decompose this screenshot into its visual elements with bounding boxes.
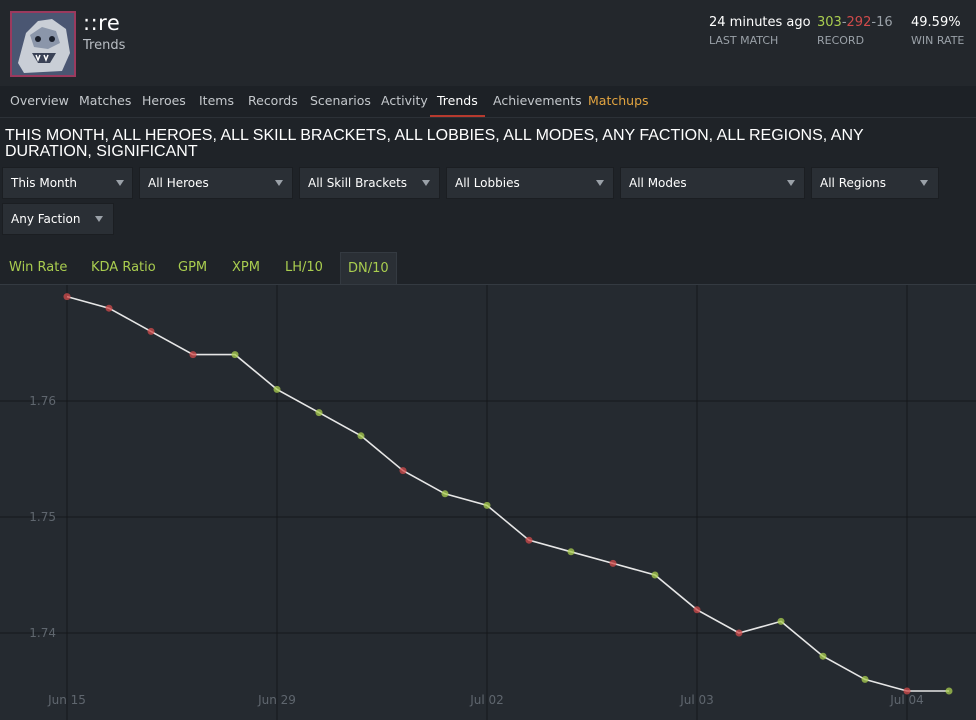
- nav-achievements[interactable]: Achievements: [493, 93, 582, 108]
- nav-trends[interactable]: Trends: [430, 86, 485, 117]
- y-tick-label: 1.74: [29, 626, 56, 640]
- filter-summary: THIS MONTH, ALL HEROES, ALL SKILL BRACKE…: [5, 127, 864, 160]
- trend-chart-svg: 1.74 1.75 1.76 Jun 15 Jun 29 Jul 02 Jul 03 Jul …: [0, 285, 976, 720]
- win-rate-value: 49.59%: [911, 15, 961, 30]
- nav-heroes[interactable]: Heroes: [142, 93, 186, 108]
- data-point-win: [945, 687, 953, 695]
- data-point-loss: [105, 304, 113, 312]
- page-subtitle: Trends: [83, 38, 126, 53]
- skill-bracket-dropdown[interactable]: All Skill Brackets: [299, 167, 440, 199]
- x-tick-label: Jun 15: [47, 693, 86, 707]
- record-abandons: 16: [876, 15, 893, 30]
- last-match-label: LAST MATCH: [709, 34, 779, 47]
- record-separator: -: [841, 15, 847, 30]
- dropdown-label: All Lobbies: [455, 176, 520, 190]
- last-match-stat: 24 minutes ago LAST MATCH: [709, 15, 811, 47]
- tab-kda-ratio[interactable]: KDA Ratio: [91, 260, 156, 275]
- record-label: RECORD: [817, 34, 865, 47]
- nav-overview[interactable]: Overview: [10, 93, 69, 108]
- dropdown-label: All Modes: [629, 176, 687, 190]
- data-point-loss: [399, 467, 407, 475]
- tab-dn-10[interactable]: DN/10: [340, 252, 397, 284]
- tab-xpm[interactable]: XPM: [232, 260, 260, 275]
- win-rate-label: WIN RATE: [911, 34, 965, 47]
- data-point-loss: [735, 629, 743, 637]
- data-point-win: [357, 432, 365, 440]
- series-line: [66, 295, 949, 692]
- data-point-loss: [525, 536, 533, 544]
- record-losses: 292: [846, 15, 872, 30]
- nav-items[interactable]: Items: [199, 93, 234, 108]
- nav-activity[interactable]: Activity: [381, 93, 428, 108]
- tab-win-rate[interactable]: Win Rate: [9, 260, 68, 275]
- win-rate-stat: 49.59% WIN RATE: [911, 15, 964, 47]
- x-tick-label: Jul 02: [469, 693, 504, 707]
- time-period-dropdown[interactable]: This Month: [2, 167, 133, 199]
- record-separator: -: [871, 15, 877, 30]
- data-point-loss: [189, 351, 197, 359]
- data-point-win: [651, 571, 659, 579]
- player-name: ::re: [83, 11, 121, 35]
- dropdown-label: Any Faction: [11, 212, 81, 226]
- data-point-loss: [63, 293, 71, 301]
- data-point-win: [567, 548, 575, 556]
- dropdown-label: This Month: [11, 176, 77, 190]
- profile-nav: Overview Matches Heroes Items Records Sc…: [0, 86, 976, 118]
- record-wins: 303: [817, 15, 842, 30]
- dropdown-label: All Skill Brackets: [308, 176, 408, 190]
- modes-dropdown[interactable]: All Modes: [620, 167, 805, 199]
- data-point-loss: [147, 327, 155, 335]
- avatar-portrait-icon: [12, 13, 74, 75]
- nav-matches[interactable]: Matches: [79, 93, 132, 108]
- data-point-win: [777, 617, 785, 625]
- tab-gpm[interactable]: GPM: [178, 260, 208, 275]
- faction-dropdown[interactable]: Any Faction: [2, 203, 114, 235]
- tab-lh-10[interactable]: LH/10: [285, 260, 323, 275]
- x-tick-label: Jul 04: [889, 693, 924, 707]
- chevron-down-icon: [422, 180, 430, 186]
- regions-dropdown[interactable]: All Regions: [811, 167, 939, 199]
- data-point-loss: [609, 559, 617, 567]
- chevron-down-icon: [596, 180, 604, 186]
- record-value: 303-292-16: [817, 15, 893, 30]
- chevron-down-icon: [787, 180, 795, 186]
- data-point-loss: [693, 606, 701, 614]
- data-point-win: [819, 652, 827, 660]
- data-point-win: [861, 675, 869, 683]
- player-avatar[interactable]: [10, 11, 76, 77]
- x-tick-label: Jul 03: [679, 693, 714, 707]
- data-point-win: [483, 501, 491, 509]
- dropdown-label: All Heroes: [148, 176, 209, 190]
- y-tick-label: 1.75: [29, 510, 56, 524]
- chevron-down-icon: [95, 216, 103, 222]
- nav-records[interactable]: Records: [248, 93, 298, 108]
- record-stat: 303-292-16 RECORD: [817, 15, 893, 47]
- lobbies-dropdown[interactable]: All Lobbies: [446, 167, 614, 199]
- nav-matchups[interactable]: Matchups: [588, 93, 649, 108]
- data-point-win: [273, 385, 281, 393]
- data-point-win: [441, 490, 449, 498]
- y-tick-label: 1.76: [29, 394, 56, 408]
- data-point-loss: [903, 687, 911, 695]
- data-point-win: [231, 351, 239, 359]
- dropdown-label: All Regions: [820, 176, 887, 190]
- trend-chart: 1.74 1.75 1.76 Jun 15 Jun 29 Jul 02 Jul 03 Jul …: [0, 284, 976, 720]
- data-point-win: [315, 409, 323, 417]
- chevron-down-icon: [920, 180, 928, 186]
- x-tick-label: Jun 29: [257, 693, 296, 707]
- nav-scenarios[interactable]: Scenarios: [310, 93, 371, 108]
- heroes-dropdown[interactable]: All Heroes: [139, 167, 293, 199]
- chevron-down-icon: [116, 180, 124, 186]
- chevron-down-icon: [275, 180, 283, 186]
- last-match-value: 24 minutes ago: [709, 15, 811, 30]
- profile-header: ::re Trends 24 minutes ago LAST MATCH 30…: [0, 0, 976, 87]
